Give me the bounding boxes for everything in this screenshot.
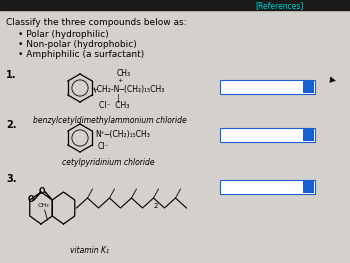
FancyBboxPatch shape — [303, 181, 314, 193]
Text: • Non-polar (hydrophobic): • Non-polar (hydrophobic) — [18, 40, 137, 49]
Text: 2.: 2. — [6, 120, 16, 130]
FancyBboxPatch shape — [220, 80, 315, 94]
Bar — [0, 0, 350, 10]
Text: Cl⁻: Cl⁻ — [98, 142, 110, 151]
Text: vitamin K₁: vitamin K₁ — [70, 246, 110, 255]
Text: O: O — [39, 188, 46, 196]
Text: Classify the three compounds below as:: Classify the three compounds below as: — [6, 18, 187, 27]
Text: 2: 2 — [153, 203, 158, 209]
Text: ▸: ▸ — [328, 73, 336, 87]
Text: benzylcetyldimethylammonium chloride: benzylcetyldimethylammonium chloride — [33, 116, 187, 125]
Text: -CH₂-N─(CH₂)₁₅CH₃: -CH₂-N─(CH₂)₁₅CH₃ — [95, 85, 165, 94]
Text: |: | — [117, 94, 120, 103]
Text: 3.: 3. — [6, 174, 16, 184]
Text: N⁺─(CH₂)₁₅CH₃: N⁺─(CH₂)₁₅CH₃ — [95, 130, 150, 139]
Text: O: O — [28, 195, 34, 205]
Text: • Polar (hydrophilic): • Polar (hydrophilic) — [18, 30, 109, 39]
FancyBboxPatch shape — [303, 81, 314, 93]
Text: [References]: [References] — [256, 1, 304, 10]
FancyBboxPatch shape — [220, 128, 315, 142]
Text: • Amphiphilic (a surfactant): • Amphiphilic (a surfactant) — [18, 50, 144, 59]
FancyBboxPatch shape — [303, 129, 314, 141]
Text: cetylpyridinium chloride: cetylpyridinium chloride — [62, 158, 154, 167]
FancyBboxPatch shape — [220, 180, 315, 194]
Text: CH₃: CH₃ — [117, 69, 131, 78]
Text: Cl⁻  CH₃: Cl⁻ CH₃ — [99, 101, 130, 110]
Text: 1.: 1. — [6, 70, 16, 80]
Text: CH₃: CH₃ — [38, 203, 49, 208]
Text: +: + — [117, 78, 122, 83]
